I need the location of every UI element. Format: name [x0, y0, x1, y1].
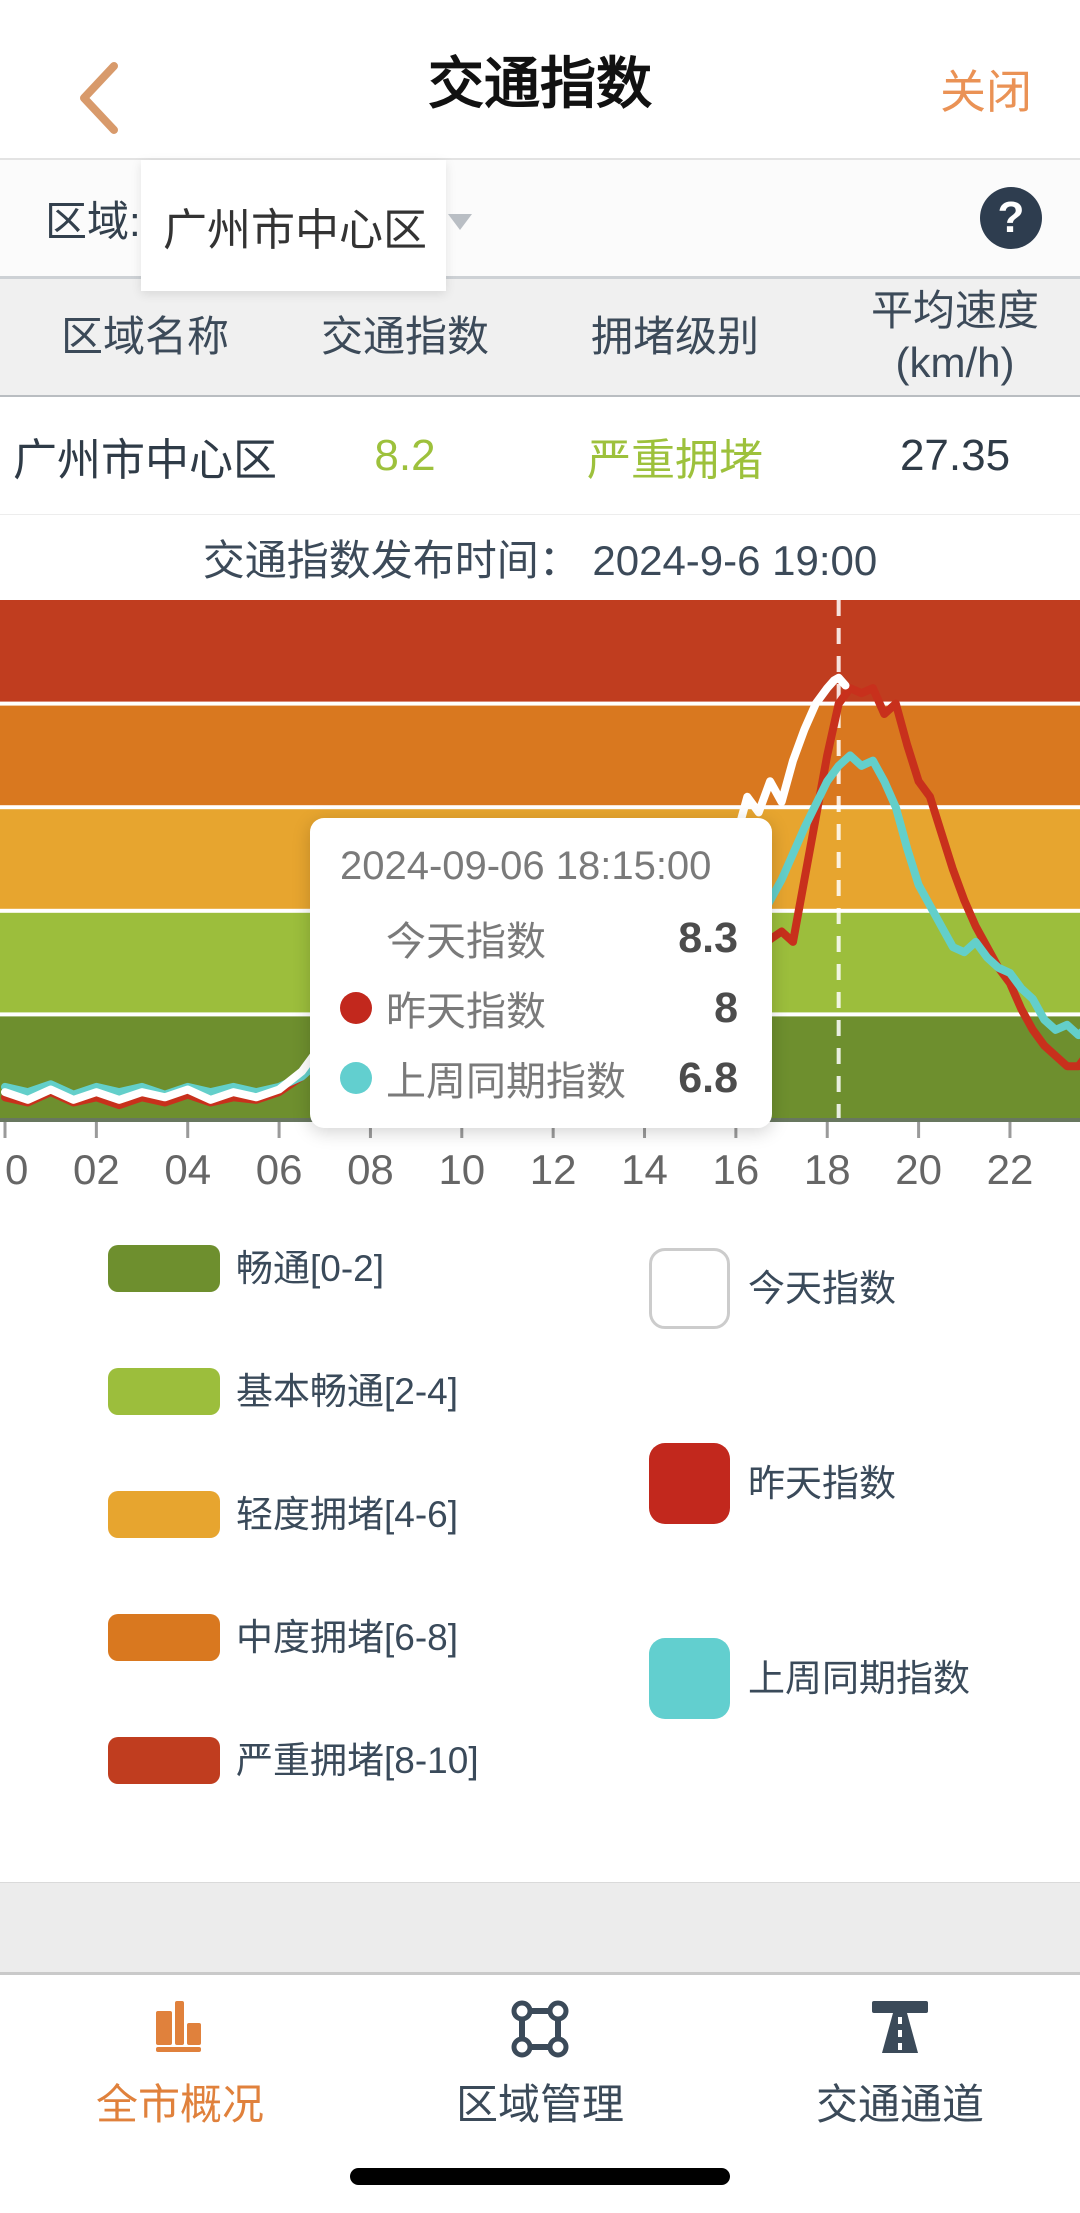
tab-traffic-corridor[interactable]: 交通通道 [720, 1975, 1080, 2213]
svg-text:02: 02 [73, 1146, 120, 1193]
svg-text:12: 12 [530, 1146, 577, 1193]
col-header-congestion-level: 拥堵级别 [590, 312, 759, 360]
region-label: 区域: [45, 197, 141, 245]
tab-city-overview[interactable]: 全市概况 [0, 1975, 360, 2213]
close-button[interactable]: 关闭 [940, 66, 1032, 118]
legend-swatch-today [649, 1248, 730, 1329]
legend-label-moderate-congestion: 中度拥堵[6-8] [236, 1617, 459, 1658]
tab-label: 全市概况 [95, 2081, 264, 2128]
legend-label-light-congestion: 轻度拥堵[4-6] [236, 1494, 459, 1535]
page-title: 交通指数 [428, 51, 652, 115]
tooltip-row-lastweek: 上周同期指数 6.8 [340, 1043, 738, 1113]
divider [0, 1972, 1080, 1975]
chart-tooltip: 2024-09-06 18:15:00 今天指数 8.3 昨天指数 8 上周同期… [310, 818, 772, 1128]
tab-region-management[interactable]: 区域管理 [360, 1975, 720, 2213]
legend-label-basically-smooth: 基本畅通[2-4] [236, 1371, 459, 1412]
publish-time: 交通指数发布时间： 2024-9-6 19:00 [0, 515, 1080, 600]
region-dropdown-value: 广州市中心区 [163, 205, 427, 255]
tab-label: 交通通道 [815, 2081, 984, 2128]
yesterday-dot-icon [340, 992, 372, 1024]
help-button[interactable]: ? [980, 187, 1042, 249]
divider [0, 158, 1080, 160]
back-button[interactable] [70, 58, 130, 138]
col-header-avg-speed: 平均速度 (km/h) [870, 286, 1039, 387]
svg-text:22: 22 [987, 1146, 1034, 1193]
svg-text:18: 18 [804, 1146, 851, 1193]
svg-text:20: 20 [895, 1146, 942, 1193]
svg-text:0: 0 [5, 1146, 28, 1193]
divider [0, 395, 1080, 397]
chevron-down-icon [448, 214, 472, 230]
svg-text:04: 04 [164, 1146, 211, 1193]
tooltip-row-today: 今天指数 8.3 [386, 913, 738, 965]
divider [0, 514, 1080, 515]
chevron-left-icon [80, 62, 118, 134]
region-dropdown[interactable]: 广州市中心区 [141, 160, 472, 291]
header [0, 0, 1080, 158]
home-indicator [350, 2168, 730, 2185]
road-gantry-icon [872, 2001, 928, 2053]
legend-swatch-severe-congestion [108, 1737, 220, 1784]
col-header-traffic-index: 交通指数 [320, 312, 489, 360]
legend-swatch-light-congestion [108, 1491, 220, 1538]
tab-label: 区域管理 [455, 2081, 624, 2128]
col-header-region-name: 区域名称 [60, 312, 229, 360]
svg-text:16: 16 [713, 1146, 760, 1193]
legend-swatch-moderate-congestion [108, 1614, 220, 1661]
svg-text:06: 06 [256, 1146, 303, 1193]
divider [0, 276, 1080, 279]
table-header: 区域名称 交通指数 拥堵级别 平均速度 (km/h) [0, 279, 1080, 395]
cell-congestion-level: 严重拥堵 [587, 435, 763, 485]
legend-label-severe-congestion: 严重拥堵[8-10] [236, 1740, 479, 1781]
legend-swatch-basically-smooth [108, 1368, 220, 1415]
legend-swatch-lastweek [649, 1638, 730, 1719]
legend-swatch-yesterday [649, 1443, 730, 1524]
svg-text:14: 14 [621, 1146, 668, 1193]
tooltip-datetime: 2024-09-06 18:15:00 [340, 844, 712, 888]
legend-swatch-smooth [108, 1245, 220, 1292]
legend-label-lastweek: 上周同期指数 [748, 1658, 970, 1699]
lastweek-dot-icon [340, 1062, 372, 1094]
table-row: 广州市中心区 8.2 严重拥堵 27.35 [0, 397, 1080, 514]
cell-region-name: 广州市中心区 [13, 435, 277, 485]
region-polygon-icon [511, 2000, 569, 2058]
legend-label-today: 今天指数 [748, 1268, 896, 1309]
svg-text:10: 10 [438, 1146, 485, 1193]
tooltip-row-yesterday: 昨天指数 8 [340, 973, 738, 1043]
svg-text:08: 08 [347, 1146, 394, 1193]
cell-traffic-index: 8.2 [374, 430, 436, 480]
city-bars-icon [156, 2001, 201, 2052]
legend-label-smooth: 畅通[0-2] [236, 1248, 385, 1289]
cell-avg-speed: 27.35 [899, 430, 1011, 480]
spacer-strip [0, 1882, 1080, 1972]
legend-label-yesterday: 昨天指数 [748, 1463, 896, 1504]
question-mark-icon: ? [997, 193, 1025, 242]
